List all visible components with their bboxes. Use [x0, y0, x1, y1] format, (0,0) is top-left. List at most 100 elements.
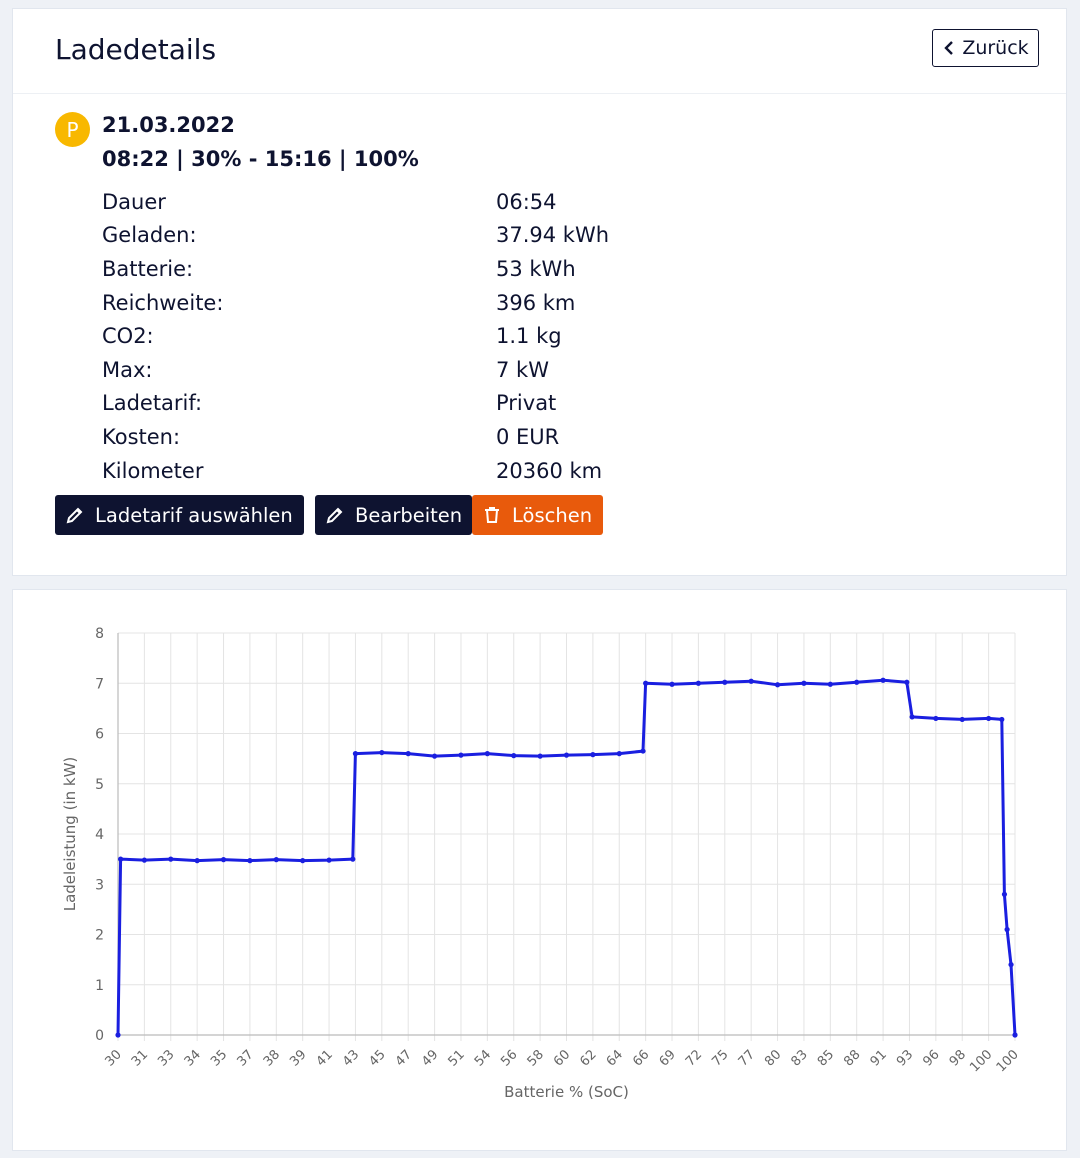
- detail-value: 37.94 kWh: [496, 223, 610, 248]
- data-point: [352, 751, 359, 757]
- data-point: [722, 679, 728, 685]
- y-tick-label: 3: [95, 877, 104, 893]
- detail-row-reichweite: Reichweite: 396 km: [102, 286, 609, 320]
- detail-label: CO2:: [102, 324, 154, 349]
- charging-chart-card: 0 1 2 3 4 5 6 7 8 30 31 33 34 35 37 38 39 41 43 45 47 49 51 54 5…: [12, 589, 1067, 1151]
- pencil-icon: [326, 507, 343, 524]
- detail-value: Privat: [496, 391, 557, 416]
- data-point: [115, 1032, 121, 1038]
- y-tick-label: 6: [95, 727, 104, 743]
- data-point: [168, 856, 174, 862]
- delete-button[interactable]: Löschen: [472, 495, 603, 535]
- data-point: [1004, 926, 1010, 933]
- data-point: [986, 715, 992, 722]
- x-tick-label: 38: [261, 1047, 283, 1069]
- edit-label: Bearbeiten: [355, 503, 463, 527]
- edit-button[interactable]: Bearbeiten: [315, 495, 472, 535]
- data-point: [326, 857, 332, 863]
- data-point: [247, 858, 253, 864]
- x-tick-label: 91: [868, 1047, 890, 1069]
- detail-row-kilometer: Kilometer 20360 km: [102, 454, 609, 488]
- x-tick-label: 47: [393, 1047, 415, 1069]
- page-title: Ladedetails: [55, 33, 217, 66]
- x-tick-label: 39: [287, 1047, 309, 1069]
- x-tick-label: 80: [762, 1047, 784, 1069]
- x-tick-label: 37: [234, 1047, 256, 1069]
- data-point: [904, 679, 910, 685]
- detail-label: Max:: [102, 357, 153, 382]
- x-tick-label: 54: [472, 1047, 494, 1069]
- session-summary: 08:22 | 30% - 15:16 | 100%: [102, 147, 419, 171]
- x-tick-label: 58: [525, 1047, 547, 1069]
- x-tick-label: 88: [841, 1047, 863, 1069]
- data-point: [537, 753, 543, 759]
- data-point: [1012, 1032, 1018, 1038]
- chevron-left-icon: [944, 41, 954, 55]
- select-tariff-label: Ladetarif auswählen: [95, 503, 293, 527]
- data-point: [431, 753, 438, 759]
- x-tick-label: 64: [604, 1047, 626, 1069]
- data-point: [640, 748, 646, 754]
- detail-row-co2: CO2: 1.1 kg: [102, 319, 609, 353]
- x-tick-label: 30: [103, 1047, 125, 1069]
- detail-label: Batterie:: [102, 256, 194, 281]
- detail-value: 7 kW: [496, 357, 549, 382]
- x-tick-label: 85: [815, 1047, 837, 1069]
- data-point: [748, 678, 754, 684]
- detail-row-batterie: Batterie: 53 kWh: [102, 252, 609, 286]
- data-point: [933, 715, 939, 722]
- data-point: [959, 716, 965, 723]
- x-tick-label: 96: [920, 1047, 942, 1069]
- data-point: [616, 751, 622, 757]
- y-tick-label: 4: [95, 827, 104, 843]
- x-tick-label: 45: [366, 1047, 388, 1069]
- detail-row-dauer: Dauer 06:54: [102, 185, 609, 219]
- detail-row-kosten: Kosten: 0 EUR: [102, 420, 609, 454]
- detail-value: 396 km: [496, 290, 576, 315]
- y-tick-label: 8: [95, 626, 104, 642]
- x-tick-label: 33: [155, 1047, 177, 1069]
- detail-value: 0 EUR: [496, 424, 560, 449]
- data-point: [484, 751, 490, 757]
- detail-label: Kilometer: [102, 458, 204, 483]
- data-point: [880, 677, 886, 683]
- data-point: [220, 857, 227, 863]
- detail-label: Kosten:: [102, 424, 181, 449]
- data-point: [827, 681, 833, 687]
- data-point: [590, 752, 596, 758]
- x-tick-label: 98: [947, 1047, 969, 1069]
- x-tick-label: 66: [630, 1047, 652, 1069]
- data-point: [801, 680, 807, 686]
- back-button[interactable]: Zurück: [932, 29, 1039, 67]
- data-point: [1008, 962, 1014, 968]
- data-point: [695, 680, 702, 686]
- detail-label: Reichweite:: [102, 290, 224, 315]
- data-point: [379, 749, 385, 756]
- x-tick-label: 93: [894, 1047, 916, 1069]
- detail-value: 53 kWh: [496, 256, 576, 281]
- data-point: [909, 714, 915, 720]
- select-tariff-button[interactable]: Ladetarif auswählen: [55, 495, 304, 535]
- data-point: [669, 681, 675, 687]
- detail-label: Ladetarif:: [102, 391, 203, 416]
- pencil-icon: [66, 507, 83, 524]
- detail-label: Geladen:: [102, 223, 197, 248]
- y-tick-label: 7: [95, 676, 104, 692]
- data-point: [458, 752, 464, 758]
- data-point: [300, 858, 306, 864]
- charge-details-card: Ladedetails Zurück P 21.03.2022 08:22 | …: [12, 8, 1067, 576]
- y-tick-label: 2: [95, 928, 104, 944]
- details-list: Dauer 06:54 Geladen: 37.94 kWh Batterie: 53…: [102, 185, 609, 487]
- data-point: [194, 858, 200, 864]
- detail-row-max: Max: 7 kW: [102, 353, 609, 387]
- detail-label: Dauer: [102, 189, 166, 214]
- data-point: [273, 857, 279, 863]
- delete-label: Löschen: [512, 503, 593, 527]
- x-tick-label: 41: [314, 1047, 336, 1069]
- x-tick-label: 35: [208, 1047, 230, 1069]
- x-tick-label: 31: [129, 1047, 151, 1069]
- x-tick-label: 56: [498, 1047, 520, 1069]
- data-point: [1001, 891, 1008, 897]
- detail-value: 20360 km: [496, 458, 603, 483]
